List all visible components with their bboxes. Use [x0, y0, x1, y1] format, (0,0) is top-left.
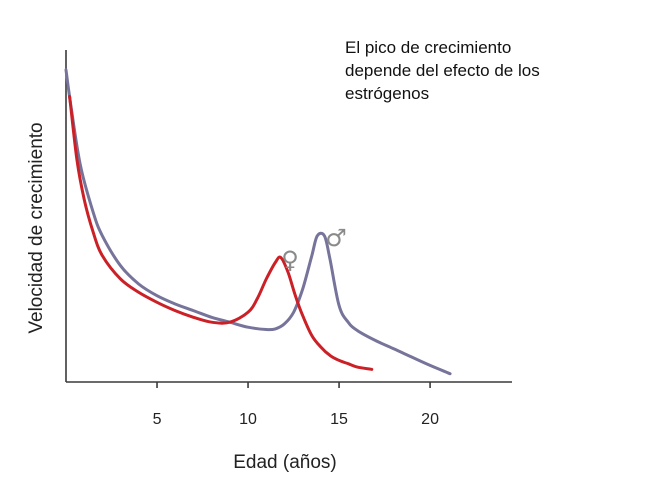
x-ticks: 5 10 15 20 [153, 382, 439, 428]
chart-annotation: El pico de crecimiento depende del efect… [345, 38, 540, 103]
series-line-male [64, 68, 452, 376]
x-axis-title: Edad (años) [233, 452, 337, 473]
series-line-female [68, 95, 374, 371]
male-symbol-icon: ♂ [325, 224, 347, 252]
female-symbol-icon: ♀ [281, 246, 299, 274]
x-tick-label-5: 5 [153, 411, 162, 428]
x-tick-label-10: 10 [239, 411, 257, 428]
x-tick-label-15: 15 [330, 411, 348, 428]
series-symbols: ♀♂ [281, 224, 347, 274]
x-tick-label-20: 20 [421, 411, 439, 428]
y-axis-title: Velocidad de crecimiento [26, 122, 47, 333]
series-layer [64, 68, 452, 376]
